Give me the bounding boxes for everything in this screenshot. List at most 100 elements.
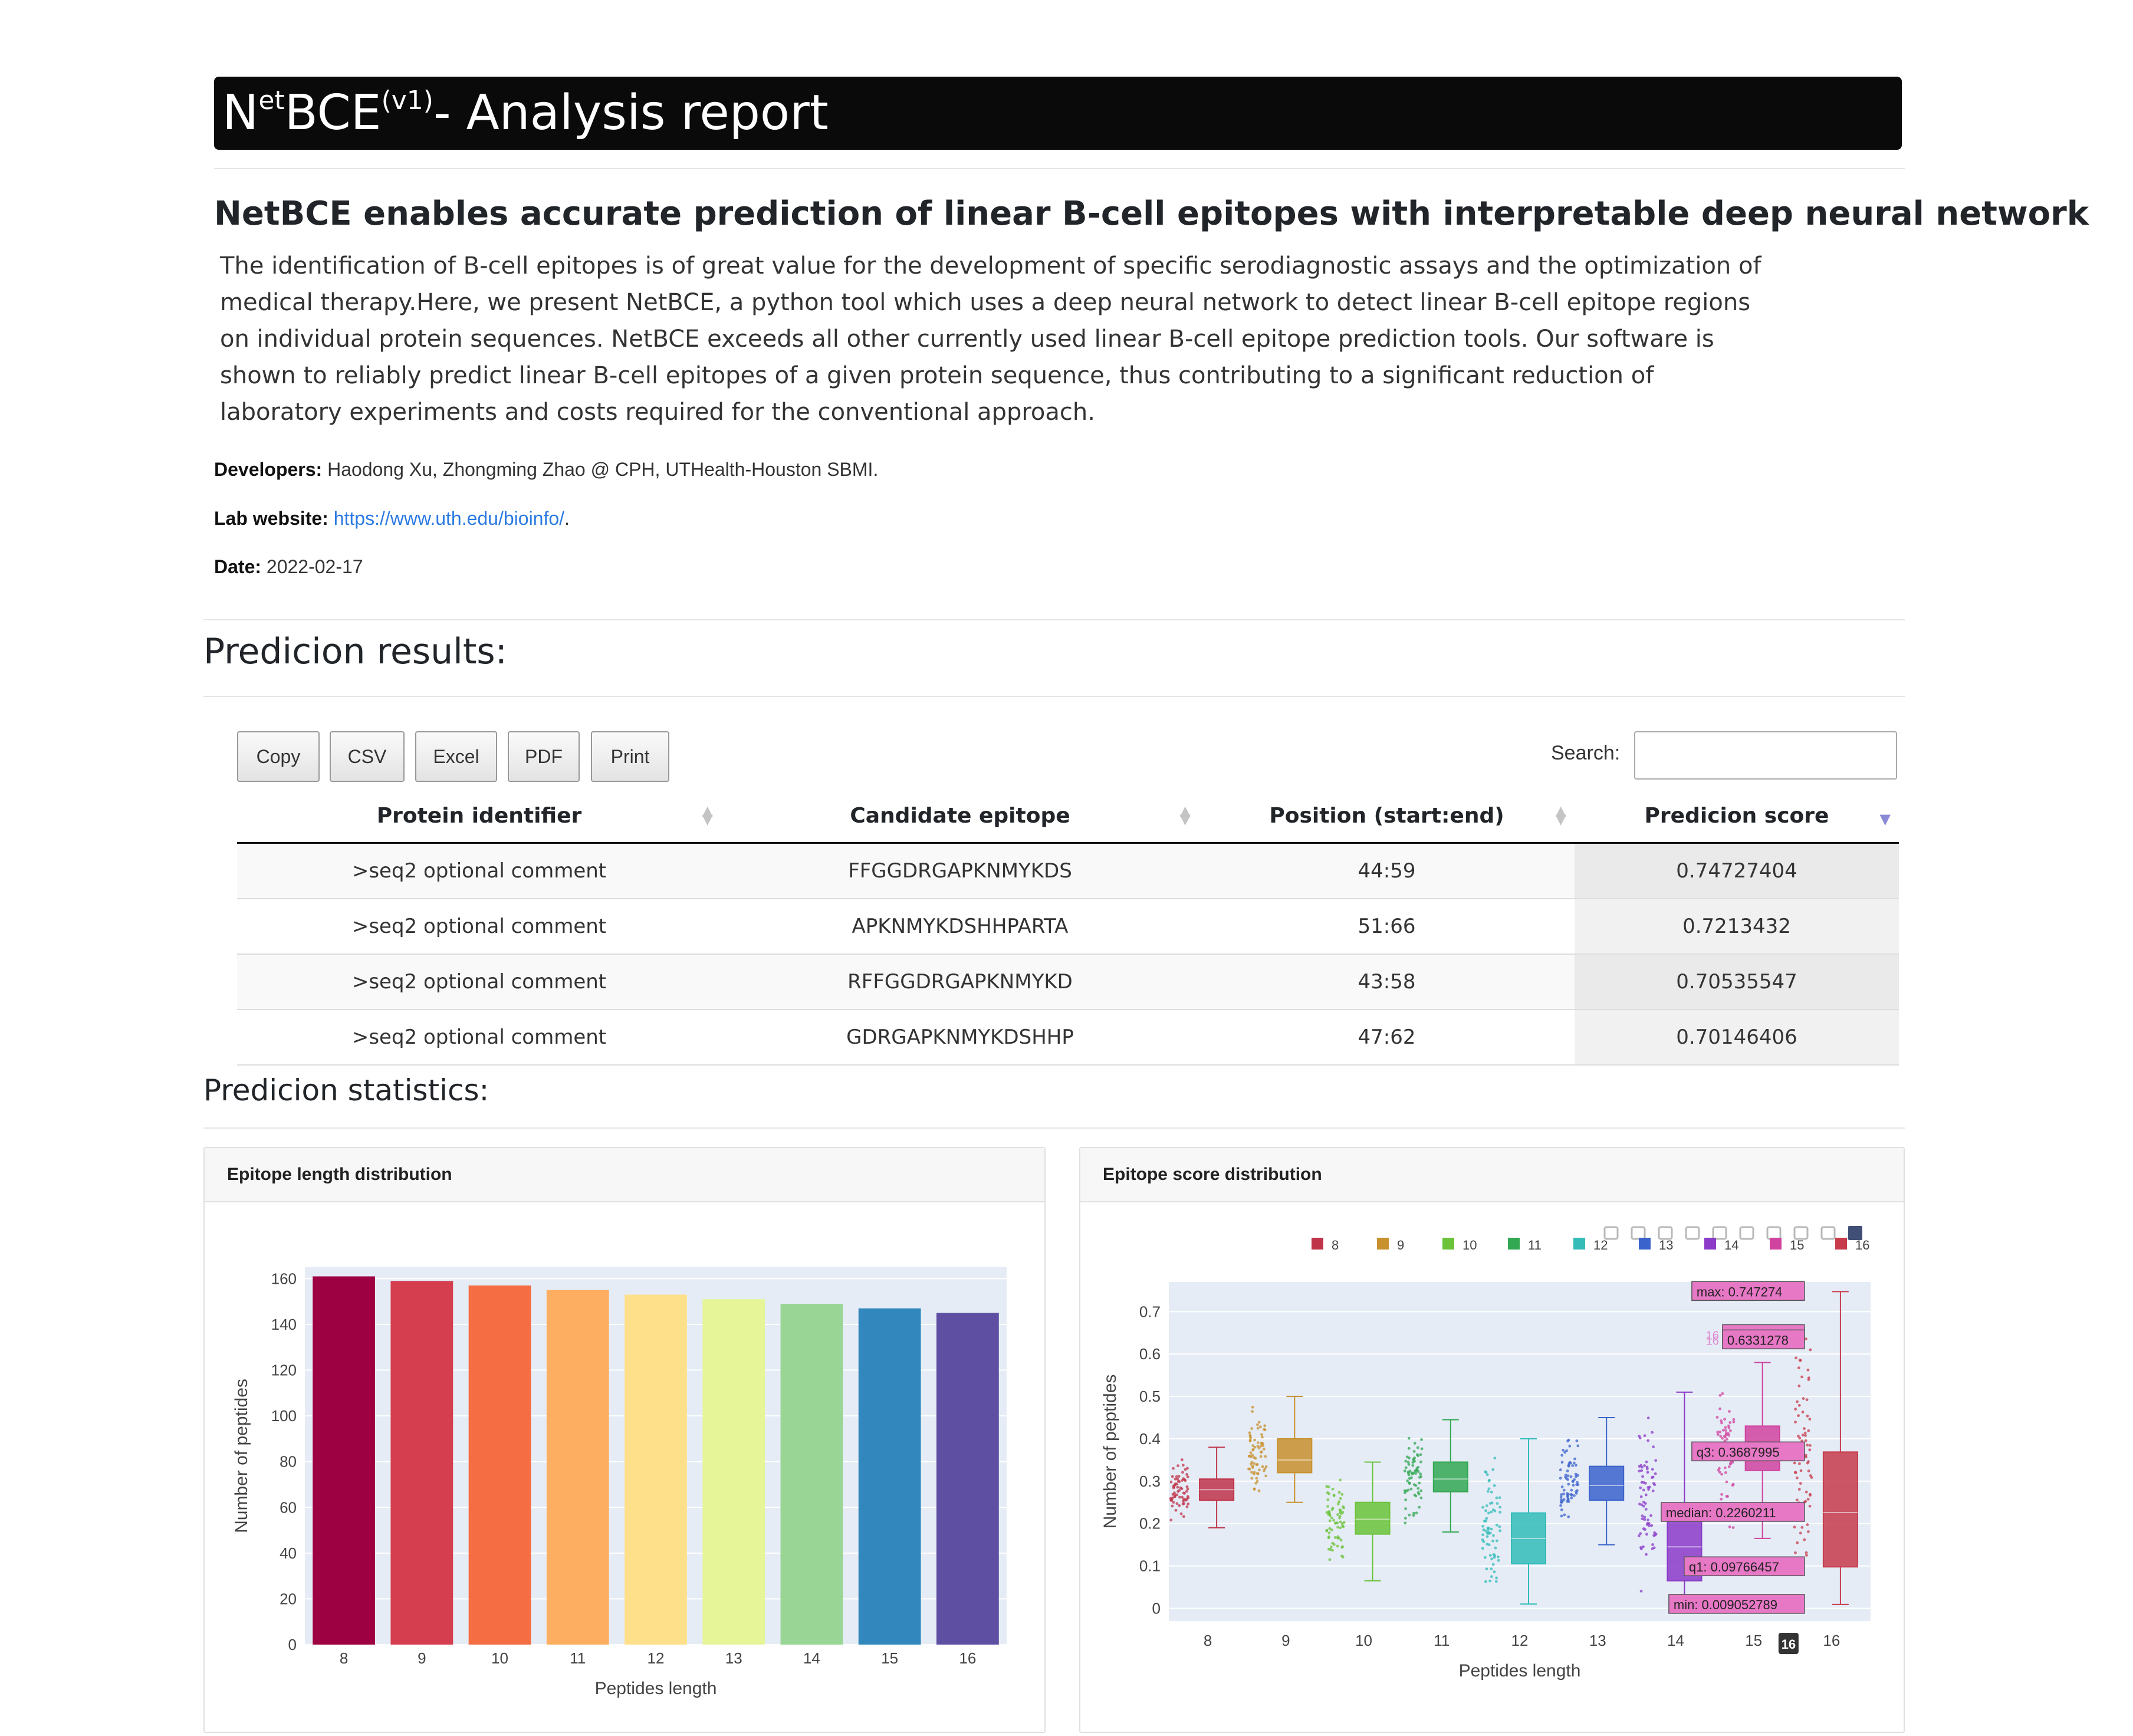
score-box-chart[interactable]: 0 0.1 0.2 0.3 0.4 0.5 0.6 0.7 8 9 10 11 12 13 14 15 16 8 9… bbox=[1080, 1202, 1904, 1733]
bar-8 bbox=[313, 1276, 375, 1645]
data-point bbox=[1406, 1461, 1410, 1464]
data-point bbox=[1731, 1526, 1735, 1529]
data-point bbox=[1576, 1481, 1579, 1484]
x-tick-label: 10 bbox=[1355, 1632, 1372, 1649]
data-point bbox=[1176, 1464, 1179, 1468]
hover-label-text: max: 0.747274 bbox=[1697, 1284, 1783, 1299]
excel-button[interactable]: Excel bbox=[415, 731, 497, 782]
lab-website-link[interactable]: https://www.uth.edu/bioinfo/ bbox=[333, 508, 565, 529]
data-point bbox=[1724, 1429, 1727, 1432]
data-point bbox=[1258, 1425, 1262, 1429]
data-point bbox=[1407, 1446, 1411, 1450]
box-select-icon bbox=[1685, 1226, 1700, 1240]
legend-label: 11 bbox=[1528, 1238, 1542, 1252]
column-header-predicion-score[interactable]: Predicion score ▼ bbox=[1575, 789, 1899, 844]
data-point bbox=[1645, 1533, 1648, 1536]
data-point bbox=[1261, 1435, 1264, 1439]
data-point bbox=[1720, 1419, 1723, 1422]
data-point bbox=[1328, 1527, 1332, 1530]
data-point bbox=[1408, 1469, 1412, 1473]
data-point bbox=[1637, 1534, 1641, 1537]
data-point bbox=[1563, 1451, 1567, 1454]
title-sup: et bbox=[258, 86, 285, 116]
data-point bbox=[1173, 1495, 1176, 1498]
data-point bbox=[1566, 1498, 1570, 1501]
data-point bbox=[1413, 1442, 1416, 1445]
data-point bbox=[1420, 1447, 1424, 1451]
data-point bbox=[1251, 1410, 1254, 1413]
data-point bbox=[1798, 1462, 1801, 1465]
data-point bbox=[1651, 1475, 1655, 1479]
data-point bbox=[1718, 1393, 1722, 1397]
data-point bbox=[1638, 1469, 1641, 1473]
print-button[interactable]: Print bbox=[591, 731, 669, 782]
data-point bbox=[1330, 1508, 1334, 1511]
pdf-button[interactable]: PDF bbox=[508, 731, 580, 782]
column-header-position[interactable]: Position (start:end) ▲ ▼ bbox=[1199, 789, 1575, 844]
data-point bbox=[1327, 1536, 1330, 1540]
data-point bbox=[1640, 1503, 1644, 1507]
data-point bbox=[1797, 1384, 1801, 1388]
data-point bbox=[1806, 1498, 1810, 1501]
data-point bbox=[1561, 1499, 1564, 1502]
data-point bbox=[1253, 1488, 1256, 1491]
search-input[interactable] bbox=[1634, 731, 1897, 780]
data-point bbox=[1336, 1513, 1339, 1516]
data-point bbox=[1257, 1446, 1261, 1449]
data-point bbox=[1641, 1514, 1644, 1518]
cell-position: 47:62 bbox=[1199, 1010, 1575, 1066]
data-point bbox=[1804, 1434, 1807, 1437]
data-point bbox=[1496, 1555, 1500, 1559]
data-point bbox=[1328, 1519, 1332, 1523]
length-bar-chart[interactable]: 0 20 40 60 80 100 120 140 160 8 9 10 11 12 13 14 15 16 Pep… bbox=[205, 1202, 1044, 1733]
column-header-candidate-epitope[interactable]: Candidate epitope ▲ ▼ bbox=[721, 789, 1199, 844]
data-point bbox=[1174, 1508, 1178, 1512]
data-point bbox=[1180, 1487, 1184, 1491]
hover-label-prefix: 16 bbox=[1706, 1329, 1719, 1342]
data-point bbox=[1256, 1423, 1259, 1426]
reset-axes-icon bbox=[1820, 1226, 1836, 1240]
data-point bbox=[1560, 1508, 1563, 1511]
x-axis-title: Peptides length bbox=[1459, 1661, 1581, 1681]
x-tick-label: 16 bbox=[1823, 1632, 1840, 1649]
data-point bbox=[1643, 1464, 1646, 1467]
results-heading: Predicion results: bbox=[203, 631, 507, 672]
data-point bbox=[1807, 1469, 1810, 1472]
data-point bbox=[1728, 1421, 1732, 1424]
data-point bbox=[1481, 1505, 1485, 1509]
data-point bbox=[1796, 1541, 1799, 1544]
copy-button[interactable]: Copy bbox=[237, 731, 320, 782]
x-tick-label: 12 bbox=[1511, 1632, 1529, 1649]
data-point bbox=[1807, 1429, 1810, 1432]
data-point bbox=[1493, 1456, 1497, 1460]
data-point bbox=[1560, 1485, 1564, 1488]
data-point bbox=[1564, 1475, 1567, 1479]
hover-label-box bbox=[1668, 1594, 1805, 1614]
lab-website-dot: . bbox=[564, 508, 570, 529]
data-point bbox=[1807, 1376, 1810, 1380]
data-point bbox=[1414, 1472, 1418, 1475]
legend-swatch bbox=[1312, 1238, 1323, 1250]
cell-protein-identifier: >seq2 optional comment bbox=[237, 899, 721, 955]
data-point bbox=[1646, 1471, 1649, 1474]
data-point bbox=[1485, 1473, 1489, 1477]
data-point bbox=[1404, 1517, 1407, 1520]
data-point bbox=[1800, 1525, 1804, 1529]
data-point bbox=[1486, 1490, 1490, 1493]
data-point bbox=[1330, 1516, 1333, 1520]
column-header-protein-identifier[interactable]: Protein identifier ▲ ▼ bbox=[237, 789, 721, 844]
data-point bbox=[1327, 1492, 1330, 1495]
csv-button[interactable]: CSV bbox=[330, 731, 405, 782]
data-point bbox=[1412, 1458, 1415, 1461]
x-tick-label: 11 bbox=[570, 1649, 586, 1667]
data-point bbox=[1182, 1515, 1185, 1518]
data-point bbox=[1806, 1444, 1809, 1446]
data-point bbox=[1410, 1476, 1413, 1479]
data-point bbox=[1412, 1450, 1416, 1453]
data-point bbox=[1640, 1469, 1644, 1472]
data-point bbox=[1416, 1491, 1420, 1494]
data-point bbox=[1177, 1475, 1181, 1478]
data-point bbox=[1806, 1368, 1810, 1372]
developers-value: Haodong Xu, Zhongming Zhao @ CPH, UTHeal… bbox=[327, 459, 879, 480]
y-tick-label: 0 bbox=[288, 1636, 297, 1653]
